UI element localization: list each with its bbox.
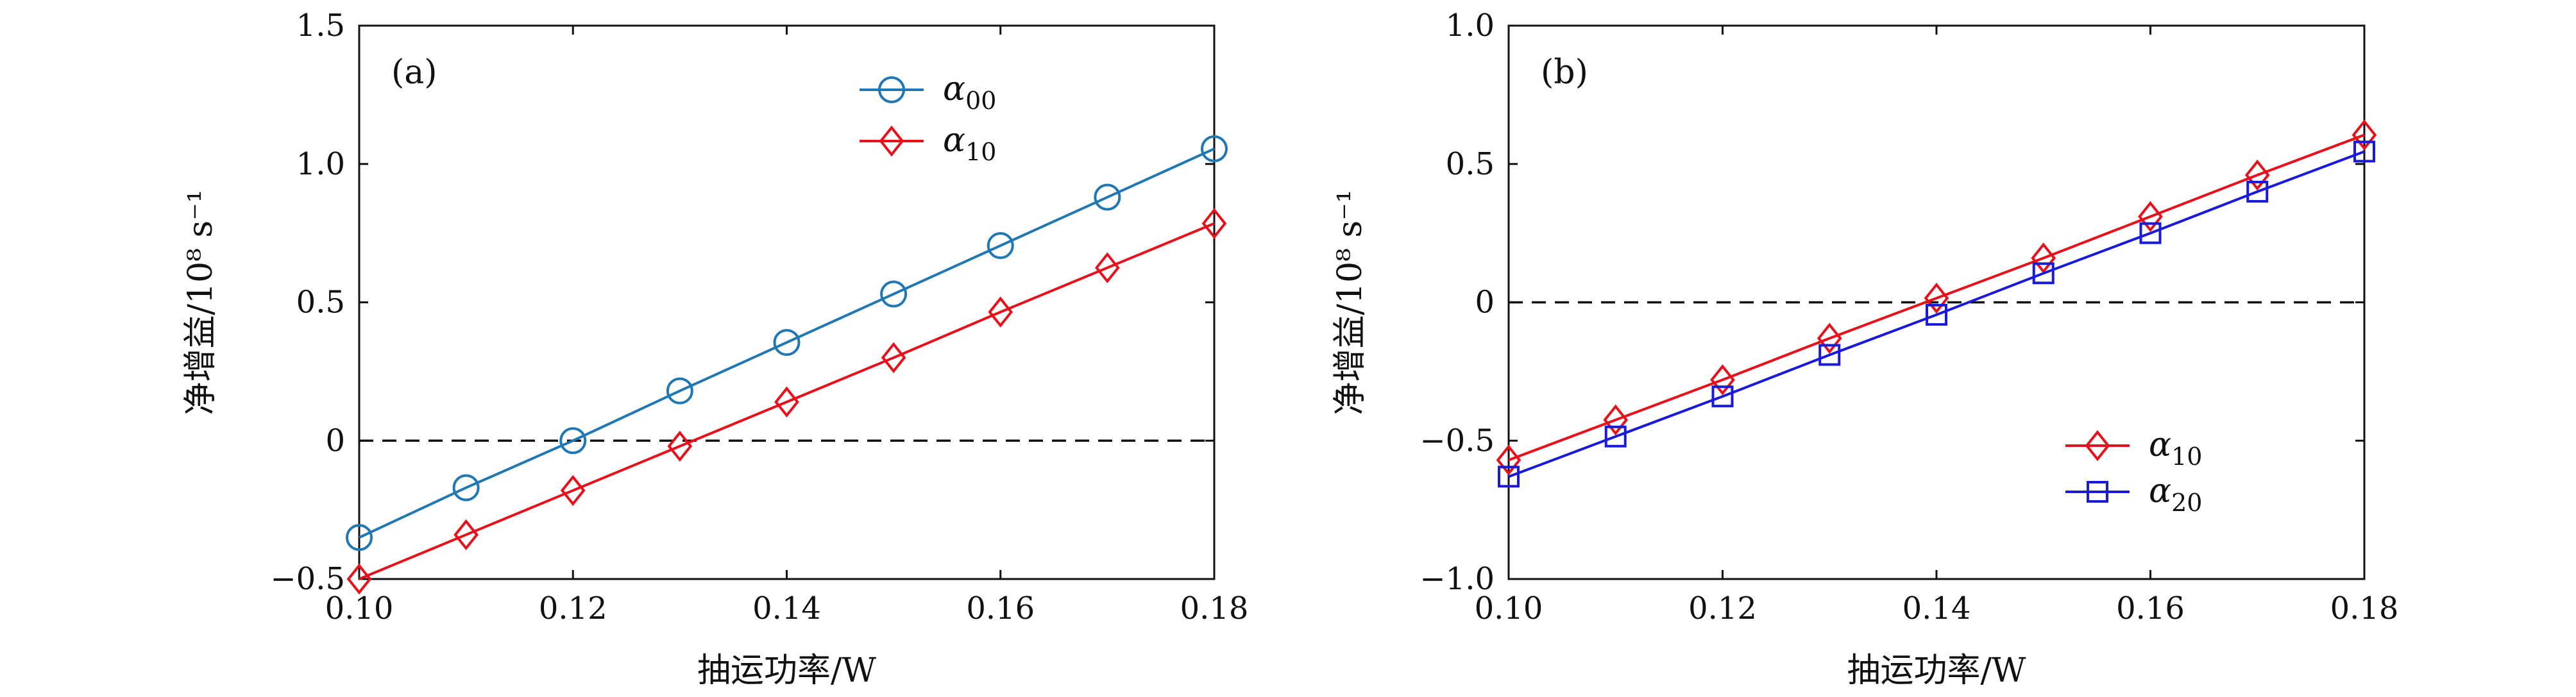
y-axis-title: 净增益/10⁸ s⁻¹ xyxy=(182,189,220,415)
data-point-10 xyxy=(881,342,906,374)
series-line-10 xyxy=(359,222,1215,580)
y-tick-label: 0.5 xyxy=(1446,146,1495,182)
x-tick-label: 0.10 xyxy=(1475,591,1543,626)
x-tick-label: 0.12 xyxy=(539,591,607,626)
x-tick-label: 0.16 xyxy=(966,591,1035,626)
series-line-20 xyxy=(1508,150,2365,478)
legend-symbol: α xyxy=(2149,472,2171,510)
x-tick-label: 0.12 xyxy=(1688,591,1757,626)
data-point-00 xyxy=(773,329,801,357)
panel-label: (b) xyxy=(1541,53,1588,92)
legend-marker xyxy=(2087,481,2108,503)
x-axis-title: 抽运功率/W xyxy=(697,651,877,690)
data-point-10 xyxy=(1710,364,1735,396)
data-point-10 xyxy=(1603,404,1629,436)
data-point-10 xyxy=(1496,444,1521,476)
data-point-20 xyxy=(1711,385,1734,408)
legend-marker xyxy=(2085,430,2110,462)
data-point-00 xyxy=(346,524,373,551)
data-point-10 xyxy=(453,519,479,551)
data-point-00 xyxy=(1094,183,1121,211)
data-point-10 xyxy=(346,563,372,595)
data-point-10 xyxy=(1817,323,1842,354)
panel-b: 0.10 0.12 0.14 0.16 0.18 −1.0 −0.5 0 0.5 1.0 抽运功率/… xyxy=(1331,8,2398,690)
data-point-20 xyxy=(1926,303,1947,326)
y-tick-label: 0.5 xyxy=(296,285,345,321)
series-line-10 xyxy=(1508,133,2365,462)
legend-subscript: 10 xyxy=(965,138,996,166)
data-point-20 xyxy=(1818,344,1841,366)
legend-label: α00 xyxy=(943,70,996,115)
data-point-20 xyxy=(2246,180,2269,203)
x-tick-label: 0.18 xyxy=(2330,591,2399,626)
y-axis-title: 净增益/10⁸ s⁻¹ xyxy=(1331,189,1369,415)
panel-a: 0.10 0.12 0.14 0.16 0.18 −0.5 0 0.5 1.0 1.5 抽运功率/W… xyxy=(182,8,1248,690)
y-tick-label: −0.5 xyxy=(1419,423,1495,458)
data-point-10 xyxy=(774,386,799,418)
panel-label: (a) xyxy=(391,53,437,92)
series-line-00 xyxy=(359,147,1215,539)
data-point-10 xyxy=(2138,201,2163,232)
data-point-20 xyxy=(2032,262,2055,285)
data-point-20 xyxy=(2353,140,2375,163)
legend-subscript: 20 xyxy=(2171,489,2202,517)
legend-label: α20 xyxy=(2149,472,2202,517)
data-point-10 xyxy=(1924,282,1949,314)
plot-frame xyxy=(358,24,1216,580)
y-tick-label: 1.0 xyxy=(1446,8,1495,44)
y-tick-label: 1.0 xyxy=(296,146,345,182)
y-tick-label: −0.5 xyxy=(270,561,345,597)
data-point-20 xyxy=(1604,425,1627,448)
legend-label: α10 xyxy=(2149,426,2202,471)
data-point-00 xyxy=(987,232,1014,260)
data-point-10 xyxy=(560,474,586,507)
data-point-20 xyxy=(2139,222,2162,244)
data-point-00 xyxy=(880,280,908,308)
y-tick-label: 1.5 xyxy=(296,8,345,44)
data-point-10 xyxy=(2031,242,2056,274)
data-point-00 xyxy=(666,377,693,405)
y-tick-label: 0 xyxy=(325,423,345,458)
x-tick-label: 0.14 xyxy=(1902,591,1971,626)
data-point-10 xyxy=(2351,119,2377,151)
data-point-10 xyxy=(667,430,693,462)
legend-symbol: α xyxy=(943,121,965,160)
data-point-00 xyxy=(1201,135,1228,163)
y-tick-label: 0 xyxy=(1475,285,1495,321)
legend-marker xyxy=(878,76,905,103)
x-tick-label: 0.18 xyxy=(1180,591,1249,626)
y-tick-label: −1.0 xyxy=(1419,561,1495,597)
legend-subscript: 10 xyxy=(2171,442,2202,471)
data-point-00 xyxy=(559,427,587,455)
x-tick-label: 0.16 xyxy=(2116,591,2185,626)
legend-symbol: α xyxy=(943,70,965,108)
legend-symbol: α xyxy=(2149,426,2171,464)
data-point-10 xyxy=(988,296,1013,328)
x-axis-title: 抽运功率/W xyxy=(1847,651,2027,690)
legend-marker xyxy=(879,125,904,157)
x-tick-label: 0.10 xyxy=(325,591,394,626)
data-point-00 xyxy=(452,474,480,501)
data-point-20 xyxy=(1498,466,1520,488)
data-point-10 xyxy=(1201,208,1227,239)
legend-subscript: 00 xyxy=(965,87,996,115)
data-point-10 xyxy=(1095,252,1120,283)
x-tick-label: 0.14 xyxy=(752,591,821,626)
data-point-10 xyxy=(2244,159,2270,191)
legend-label: α10 xyxy=(943,121,996,166)
